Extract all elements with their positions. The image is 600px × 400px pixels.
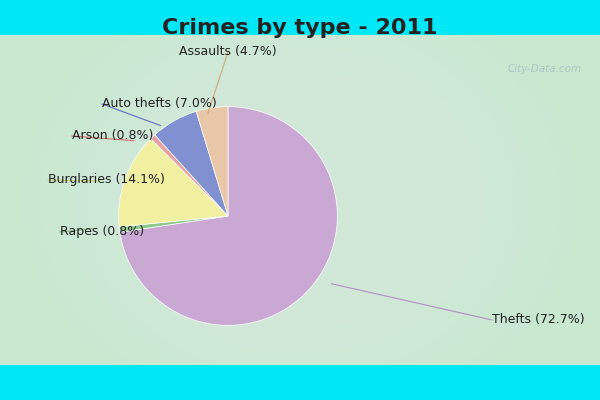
Text: Crimes by type - 2011: Crimes by type - 2011 (162, 18, 438, 38)
Text: Rapes (0.8%): Rapes (0.8%) (60, 226, 144, 238)
Wedge shape (119, 139, 228, 227)
Text: Assaults (4.7%): Assaults (4.7%) (179, 46, 277, 58)
Text: Burglaries (14.1%): Burglaries (14.1%) (48, 174, 165, 186)
Wedge shape (196, 107, 228, 216)
Text: Arson (0.8%): Arson (0.8%) (72, 130, 154, 142)
Wedge shape (119, 216, 228, 232)
Text: Thefts (72.7%): Thefts (72.7%) (492, 314, 584, 326)
Bar (0, 365, 600, 400)
Wedge shape (155, 111, 228, 216)
Text: City-Data.com: City-Data.com (508, 64, 582, 74)
Bar (0, 35, 600, 365)
Wedge shape (151, 135, 228, 216)
Text: Auto thefts (7.0%): Auto thefts (7.0%) (102, 98, 217, 110)
Bar (0, 0, 600, 35)
Wedge shape (120, 107, 337, 325)
